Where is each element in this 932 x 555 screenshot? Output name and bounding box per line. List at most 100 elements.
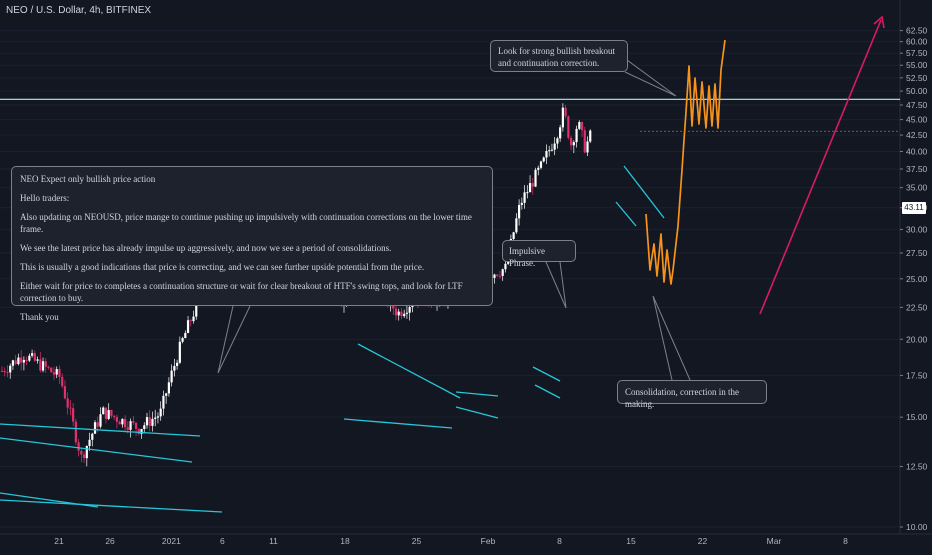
candle [189,318,192,327]
candle [6,365,9,378]
candle [569,135,573,151]
candle [110,409,113,419]
candle [501,268,504,281]
candle [397,308,400,321]
candle [99,407,102,429]
candle [115,414,119,429]
trendline [455,406,499,419]
candle-body [559,127,562,139]
candle-body [9,365,12,373]
candle-body [58,369,61,377]
candle [39,351,42,373]
candle [567,115,570,140]
breakout-pointer [624,59,677,97]
y-tick-label: 25.00 [906,274,928,284]
consolidation-callout[interactable]: Consolidation, correction in the making. [617,380,767,409]
breakout-callout[interactable]: Look for strong bullish breakout and con… [490,40,628,72]
candle-body [173,365,176,371]
candle [583,126,586,154]
y-tick-label: 12.50 [906,462,928,472]
candle-body [496,274,499,276]
candle [586,136,589,156]
candle [493,273,496,284]
candle [528,175,532,193]
candle [553,137,556,156]
candle [542,156,545,163]
candle-body [93,422,97,434]
candle-body [165,393,168,396]
candle-body [17,357,20,365]
y-tick-label: 60.00 [906,37,928,47]
x-tick-label: 26 [105,536,115,546]
candle-body [154,417,157,419]
trendline [532,366,561,382]
x-tick-label: 22 [698,536,708,546]
candle [20,350,23,371]
y-tick-label: 47.50 [906,100,928,110]
candle [589,129,592,144]
consolidation-pointer [652,295,691,381]
candle [129,418,132,438]
main-idea-note[interactable]: NEO Expect only bullish price action Hel… [11,166,493,322]
candle [93,420,97,434]
candle [104,407,108,424]
impulsive-phrase-callout[interactable]: Impulsive Phrase. [502,240,576,268]
candle-body [539,161,543,168]
candle [113,415,116,420]
candle-body [178,341,181,363]
target-arrow-head [873,15,885,29]
candle [66,392,69,415]
candle-body [556,138,559,144]
candle-body [145,417,149,426]
candle-body [567,116,570,138]
trendline [615,201,637,227]
trendlines [0,165,665,513]
trendline [0,499,223,513]
candle-body [167,382,170,394]
trendline [0,423,201,437]
x-tick-label: 11 [269,536,278,546]
candle-body [575,128,578,143]
candle-body [400,311,403,317]
candle-body [498,275,502,277]
candle [548,145,551,157]
candle-body [91,433,94,440]
candle [132,416,135,425]
candle-body [159,408,162,417]
candle-body [66,398,69,408]
x-tick-label: 8 [557,536,562,546]
candle-body [186,320,190,333]
candle [148,409,151,432]
y-tick-label: 40.00 [906,147,928,157]
candle-body [132,421,135,423]
candle-body [493,274,496,278]
y-tick-label: 62.50 [906,26,928,36]
candle [559,124,562,142]
candle [22,356,25,371]
candle [165,392,168,404]
candle-body [88,439,91,447]
candle-body [553,143,556,150]
y-tick-label: 45.00 [906,115,928,125]
candle-body [36,359,39,361]
candle-body [531,183,534,187]
candle-body [107,409,110,419]
candle [534,167,537,188]
candle-body [184,332,187,339]
y-tick-label: 22.50 [906,302,928,312]
candle [545,144,548,165]
candle-body [102,407,105,415]
candle [124,415,127,431]
target-arrow-line [759,19,882,315]
candle-body [515,218,518,233]
candle-body [55,369,58,375]
candle [400,307,403,320]
projection-path [645,39,726,285]
candle-body [504,263,507,270]
candle [121,418,124,428]
candle-body [44,361,47,367]
candle [405,304,409,319]
candle-body [170,370,173,383]
candle [539,160,543,170]
candle [178,336,181,365]
